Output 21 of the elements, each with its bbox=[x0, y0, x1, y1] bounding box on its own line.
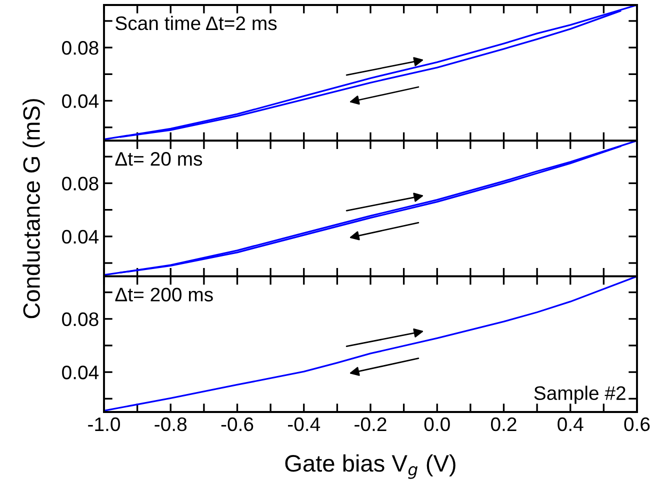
x-tick-label: -0.8 bbox=[154, 417, 187, 432]
y-tick-label: 0.08 bbox=[62, 176, 98, 190]
x-tick-label: 0.6 bbox=[624, 417, 650, 432]
y-axis-title: Conductance G (mS) bbox=[22, 99, 45, 318]
y-tick-label: 0.08 bbox=[62, 41, 98, 55]
annotation: Scan time Δt=2 ms bbox=[116, 16, 277, 30]
x-tick-label: 0.0 bbox=[424, 417, 450, 432]
x-tick-label: 0.2 bbox=[490, 417, 516, 432]
y-tick-label: 0.04 bbox=[62, 366, 99, 380]
y-tick-label: 0.04 bbox=[62, 230, 99, 244]
annotation: Δt= 200 ms bbox=[115, 288, 213, 302]
y-tick-label: 0.04 bbox=[62, 94, 99, 108]
x-tick-label: -0.6 bbox=[221, 417, 254, 432]
annotation: Sample #2 bbox=[534, 386, 626, 404]
x-axis-title: Gate bias V$_{g}$ (V) bbox=[285, 454, 456, 479]
x-tick-label: -0.4 bbox=[288, 417, 320, 432]
x-tick-label: -0.2 bbox=[354, 417, 386, 432]
x-tick-label: 0.4 bbox=[558, 417, 584, 432]
annotation: Δt= 20 ms bbox=[115, 152, 202, 166]
y-tick-label: 0.08 bbox=[62, 312, 98, 326]
x-tick-label: -1.0 bbox=[88, 417, 120, 432]
